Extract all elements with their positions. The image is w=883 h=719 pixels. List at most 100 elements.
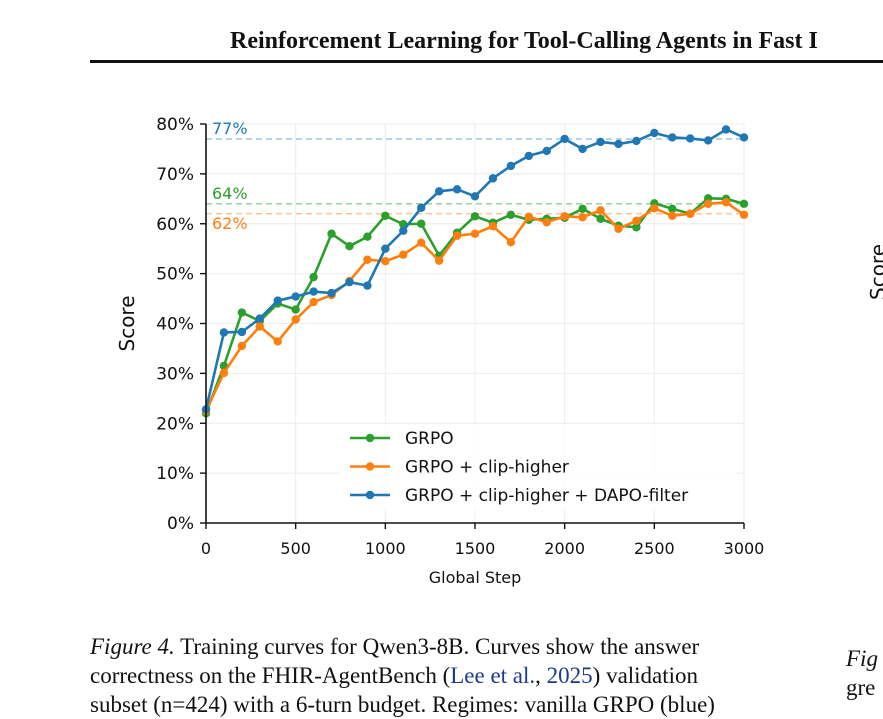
- data-point: [363, 281, 372, 290]
- data-point: [560, 134, 569, 144]
- data-point: [542, 218, 551, 227]
- data-point: [381, 256, 390, 266]
- data-point: [578, 213, 587, 222]
- y-tick-label: 20%: [156, 414, 194, 434]
- data-point: [686, 134, 695, 143]
- data-point: [488, 222, 498, 231]
- data-point: [686, 209, 695, 218]
- data-point: [542, 146, 551, 156]
- data-point: [703, 199, 713, 208]
- series-grpo-clip-higher-dapo-filter: [201, 125, 749, 414]
- data-point: [255, 314, 264, 323]
- data-point: [381, 244, 390, 253]
- y-tick-label: 10%: [156, 464, 194, 484]
- data-point: [381, 211, 390, 220]
- data-point: [524, 151, 533, 161]
- x-tick-label: 3000: [724, 539, 765, 558]
- y-tick-label: 80%: [156, 115, 194, 135]
- y-tick-label: 0%: [167, 514, 194, 534]
- data-point: [237, 327, 247, 337]
- data-point: [614, 139, 623, 149]
- data-point: [309, 287, 318, 296]
- data-point: [650, 128, 659, 138]
- caption-label: Figure 4.: [90, 634, 175, 659]
- y-tick-label: 40%: [156, 315, 194, 335]
- data-point: [470, 229, 480, 238]
- data-point: [452, 231, 462, 240]
- data-point: [596, 214, 605, 223]
- data-point: [345, 277, 354, 287]
- data-point: [560, 212, 569, 221]
- legend-label: GRPO + clip-higher + DAPO-filter: [405, 486, 688, 506]
- data-point: [470, 192, 480, 201]
- reference-label: 64%: [212, 184, 248, 203]
- legend-label: GRPO: [405, 429, 454, 449]
- data-point: [668, 133, 677, 142]
- x-tick-label: 500: [280, 539, 311, 558]
- y-tick-label: 70%: [156, 165, 194, 185]
- legend-marker: [365, 490, 375, 500]
- data-point: [650, 204, 659, 213]
- data-point: [668, 204, 677, 213]
- data-point: [327, 288, 336, 298]
- data-point: [273, 296, 282, 305]
- data-point: [327, 229, 336, 238]
- y-tick-label: 60%: [156, 215, 194, 235]
- data-point: [363, 232, 372, 241]
- data-point: [309, 272, 318, 282]
- data-point: [632, 216, 641, 225]
- y-axis-label: Score: [115, 295, 139, 351]
- caption-line3: subset (n=424) with a 6-turn budget. Reg…: [90, 692, 715, 717]
- data-point: [721, 198, 731, 207]
- data-point: [488, 174, 498, 183]
- x-tick-label: 2500: [634, 539, 675, 558]
- data-point: [291, 305, 300, 314]
- data-point: [614, 224, 623, 233]
- data-point: [219, 368, 229, 378]
- y-tick-label: 30%: [156, 364, 194, 384]
- data-point: [524, 212, 533, 221]
- reference-label: 77%: [212, 119, 248, 138]
- data-point: [219, 328, 229, 337]
- data-point: [345, 241, 354, 251]
- figure-caption: Figure 4. Training curves for Qwen3-8B. …: [90, 632, 805, 719]
- data-point: [273, 337, 282, 346]
- caption-line2-post: ) validation: [592, 663, 699, 688]
- data-point: [668, 211, 677, 220]
- x-tick-label: 1000: [365, 539, 406, 558]
- x-tick-label: 2000: [544, 539, 585, 558]
- citation-author-link[interactable]: Lee et al.: [450, 663, 536, 688]
- legend-label: GRPO + clip-higher: [405, 458, 569, 478]
- legend-marker: [365, 433, 375, 443]
- neighbor-caption-label: Fig: [846, 646, 878, 671]
- data-point: [739, 210, 749, 219]
- legend: GRPO GRPO + clip-higher GRPO + clip-higher…: [340, 424, 736, 510]
- legend-box: [340, 424, 736, 510]
- data-point: [363, 255, 372, 264]
- legend-marker: [365, 462, 375, 471]
- data-point: [417, 219, 426, 228]
- header-rule: [90, 60, 883, 63]
- data-point: [399, 250, 408, 259]
- data-point: [506, 161, 516, 171]
- x-tick-label: 0: [201, 539, 211, 558]
- citation-year-link[interactable]: 2025: [546, 663, 593, 688]
- data-point: [309, 297, 318, 307]
- caption-line1: Training curves for Qwen3-8B. Curves sho…: [180, 634, 700, 659]
- neighbor-caption: Fig gre: [846, 644, 878, 702]
- data-point: [399, 226, 408, 235]
- data-point: [291, 292, 300, 301]
- data-point: [434, 256, 444, 265]
- data-point: [417, 238, 426, 247]
- data-point: [452, 185, 462, 194]
- reference-label: 62%: [212, 214, 248, 233]
- x-tick-label: 1500: [455, 539, 496, 558]
- data-point: [255, 322, 264, 331]
- data-point: [417, 203, 426, 212]
- data-point: [578, 204, 587, 213]
- neighbor-caption-line: gre: [846, 675, 876, 700]
- data-point: [291, 315, 300, 324]
- data-point: [506, 238, 516, 247]
- y-tick-label: 50%: [156, 265, 194, 285]
- citation-sep: ,: [535, 663, 547, 688]
